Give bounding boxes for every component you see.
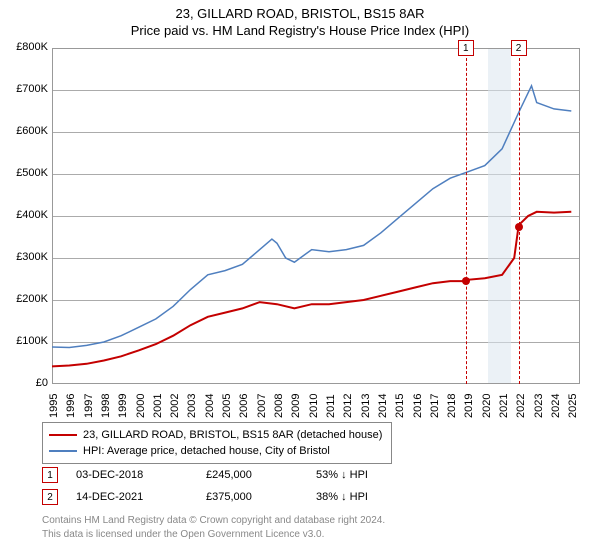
y-tick-label: £700K: [4, 83, 48, 95]
x-tick-label: 2002: [169, 394, 181, 418]
x-tick-label: 2012: [342, 394, 354, 418]
x-tick-label: 2004: [204, 394, 216, 418]
event-dot: [515, 223, 523, 231]
event-delta: 38% ↓ HPI: [316, 491, 368, 503]
x-tick-label: 2024: [550, 394, 562, 418]
x-tick-label: 2014: [377, 394, 389, 418]
chart-legend: 23, GILLARD ROAD, BRISTOL, BS15 8AR (det…: [42, 422, 392, 464]
x-tick-label: 2017: [429, 394, 441, 418]
x-tick-label: 2005: [221, 394, 233, 418]
y-tick-label: £300K: [4, 251, 48, 263]
chart-lines: [52, 48, 580, 384]
x-tick-label: 2020: [481, 394, 493, 418]
event-list: 1 03-DEC-2018 £245,000 53% ↓ HPI 2 14-DE…: [42, 464, 368, 508]
series-line-hpi: [52, 86, 571, 348]
x-tick-label: 2008: [273, 394, 285, 418]
legend-item: HPI: Average price, detached house, City…: [49, 443, 385, 459]
x-tick-label: 2003: [186, 394, 198, 418]
legend-swatch: [49, 434, 77, 436]
event-marker-badge: 2: [42, 489, 58, 505]
x-tick-label: 2001: [152, 394, 164, 418]
x-tick-label: 2021: [498, 394, 510, 418]
series-line-price_paid: [52, 212, 571, 367]
x-tick-label: 2023: [533, 394, 545, 418]
x-tick-label: 2010: [308, 394, 320, 418]
x-tick-label: 2007: [256, 394, 268, 418]
x-tick-label: 2013: [360, 394, 372, 418]
event-price: £375,000: [206, 491, 316, 503]
y-tick-label: £100K: [4, 335, 48, 347]
event-marker-flag: 1: [458, 40, 474, 56]
y-tick-label: £0: [4, 377, 48, 389]
event-marker-flag: 2: [511, 40, 527, 56]
chart-footer: Contains HM Land Registry data © Crown c…: [42, 514, 385, 541]
x-tick-label: 2018: [446, 394, 458, 418]
y-tick-label: £500K: [4, 167, 48, 179]
event-row: 1 03-DEC-2018 £245,000 53% ↓ HPI: [42, 464, 368, 486]
x-tick-label: 2015: [394, 394, 406, 418]
footer-line: This data is licensed under the Open Gov…: [42, 528, 385, 542]
x-tick-label: 1999: [117, 394, 129, 418]
legend-item: 23, GILLARD ROAD, BRISTOL, BS15 8AR (det…: [49, 427, 385, 443]
event-date: 14-DEC-2021: [76, 491, 206, 503]
event-delta: 53% ↓ HPI: [316, 469, 368, 481]
x-tick-label: 2000: [135, 394, 147, 418]
event-date: 03-DEC-2018: [76, 469, 206, 481]
x-tick-label: 1998: [100, 394, 112, 418]
footer-line: Contains HM Land Registry data © Crown c…: [42, 514, 385, 528]
event-price: £245,000: [206, 469, 316, 481]
x-tick-label: 2019: [463, 394, 475, 418]
event-dot: [462, 277, 470, 285]
y-tick-label: £400K: [4, 209, 48, 221]
x-tick-label: 1996: [65, 394, 77, 418]
y-tick-label: £200K: [4, 293, 48, 305]
x-tick-label: 2025: [567, 394, 579, 418]
x-tick-label: 2011: [325, 394, 337, 418]
x-tick-label: 1995: [48, 394, 60, 418]
event-row: 2 14-DEC-2021 £375,000 38% ↓ HPI: [42, 486, 368, 508]
chart-title-line2: Price paid vs. HM Land Registry's House …: [0, 21, 600, 42]
event-marker-badge: 1: [42, 467, 58, 483]
x-tick-label: 2022: [515, 394, 527, 418]
x-tick-label: 2009: [290, 394, 302, 418]
legend-label: HPI: Average price, detached house, City…: [83, 445, 330, 457]
x-tick-label: 1997: [83, 394, 95, 418]
x-tick-label: 2006: [238, 394, 250, 418]
legend-swatch: [49, 450, 77, 452]
legend-label: 23, GILLARD ROAD, BRISTOL, BS15 8AR (det…: [83, 429, 382, 441]
chart-title-line1: 23, GILLARD ROAD, BRISTOL, BS15 8AR: [0, 0, 600, 21]
y-tick-label: £600K: [4, 125, 48, 137]
y-tick-label: £800K: [4, 41, 48, 53]
x-tick-label: 2016: [412, 394, 424, 418]
